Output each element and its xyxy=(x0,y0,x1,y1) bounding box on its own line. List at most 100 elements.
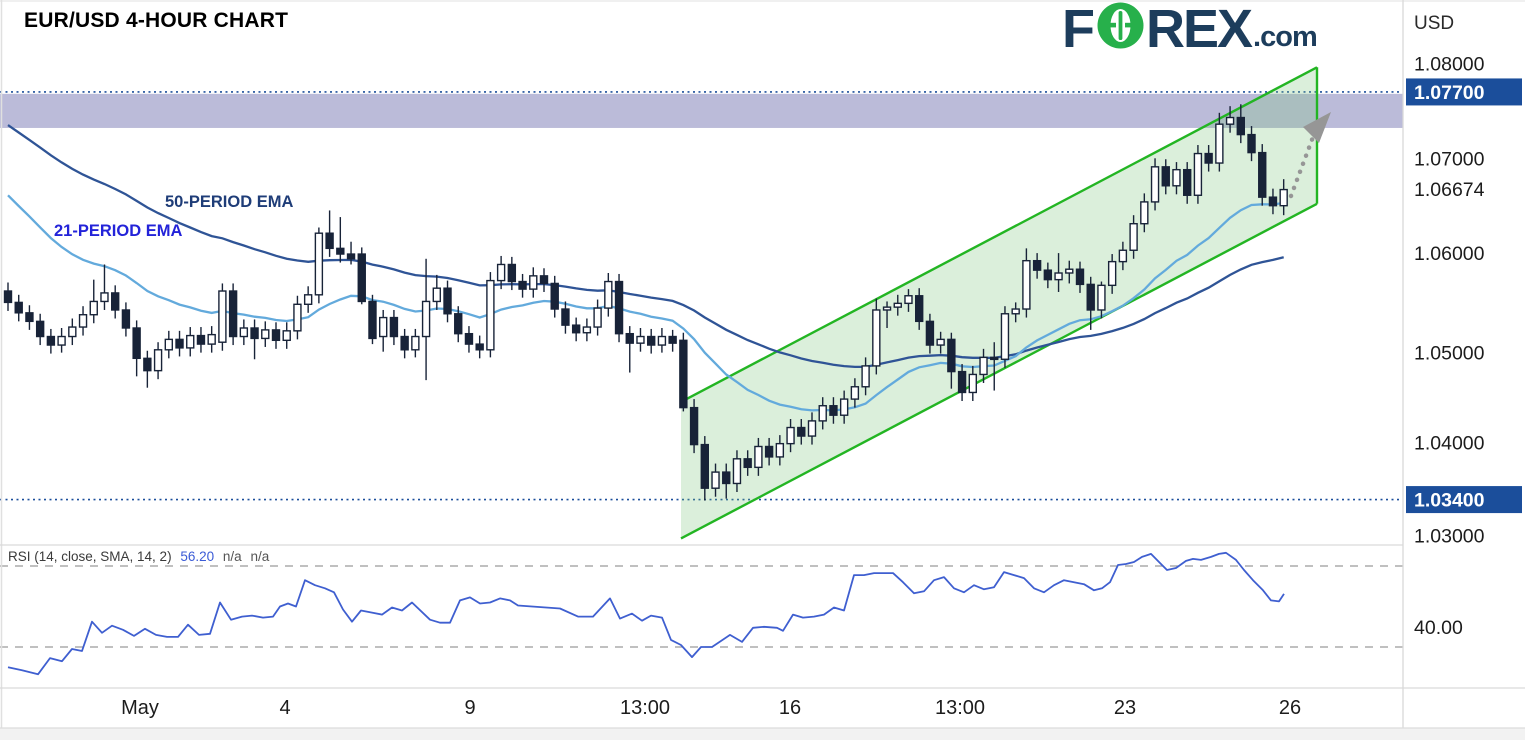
candle-body xyxy=(464,332,474,345)
candle-body xyxy=(1161,166,1170,187)
time-axis-label: 26 xyxy=(1279,697,1301,719)
candle-body xyxy=(261,329,270,340)
candle-body xyxy=(593,307,602,328)
candle-body xyxy=(764,445,774,458)
price-axis-currency: USD xyxy=(1414,13,1454,34)
candle-body xyxy=(689,406,699,446)
candle-body xyxy=(754,445,763,469)
candle-body xyxy=(1097,284,1106,311)
candle-body xyxy=(582,326,592,334)
candle-body xyxy=(314,232,324,296)
rsi-na-2: n/a xyxy=(250,549,270,564)
candle-body xyxy=(1086,283,1095,311)
candle-body xyxy=(486,279,495,351)
candle-body xyxy=(1032,259,1042,271)
candle-body xyxy=(732,458,742,485)
candle-body xyxy=(164,338,174,351)
candle-body xyxy=(839,398,849,416)
price-badge xyxy=(1406,486,1522,514)
ema21-label: 21-PERIOD EMA xyxy=(54,222,183,240)
time-axis-label: 13:00 xyxy=(620,697,670,719)
candle-body xyxy=(239,327,249,338)
rsi-legend: RSI (14, close, SMA, 14, 2) 56.20 n/a n/… xyxy=(8,549,274,564)
price-axis-label: 1.06000 xyxy=(1414,243,1485,265)
candle-body xyxy=(3,290,13,304)
candle-body xyxy=(293,303,302,332)
page-title: EUR/USD 4-HOUR CHART xyxy=(24,9,289,32)
candle-body xyxy=(57,335,66,346)
candle-body xyxy=(1011,308,1020,315)
candle-body xyxy=(775,442,785,458)
forex-com-logo: F REX .com xyxy=(1062,0,1318,60)
candle-body xyxy=(1150,166,1160,203)
candle-body xyxy=(411,335,420,351)
candle-body xyxy=(1236,116,1246,136)
price-axis-label: 1.06674 xyxy=(1414,179,1485,201)
candle-body xyxy=(904,295,913,305)
candle-body xyxy=(1140,201,1149,225)
projection-arrow-line xyxy=(1288,134,1316,199)
candle-body xyxy=(207,333,216,345)
candle-body xyxy=(250,327,259,340)
candle-body xyxy=(807,420,817,437)
candle-body xyxy=(282,330,291,342)
channel-lower-line xyxy=(680,202,1318,540)
candle-body xyxy=(1000,313,1010,360)
candle-body xyxy=(35,320,45,338)
candle-body xyxy=(153,349,163,372)
candle-body xyxy=(850,386,860,400)
price-axis-label: 1.04000 xyxy=(1414,433,1485,455)
candle-body xyxy=(882,306,892,311)
candle-body xyxy=(475,343,484,351)
time-axis-label: 23 xyxy=(1114,697,1136,719)
candle-body xyxy=(303,294,313,305)
time-axis-label: 4 xyxy=(279,697,290,719)
logo-letters-rex: REX xyxy=(1146,0,1253,60)
candle-body xyxy=(454,313,463,335)
candle-body xyxy=(647,335,656,346)
candle-body xyxy=(1215,123,1224,164)
candle-body xyxy=(1172,168,1181,187)
candle-body xyxy=(1279,188,1288,207)
candle-body xyxy=(496,263,506,282)
candle-body xyxy=(1225,116,1235,125)
price-badge-label: 1.07700 xyxy=(1414,82,1485,104)
time-axis-label: 13:00 xyxy=(935,697,985,719)
candle-body xyxy=(1107,260,1117,287)
candle-body xyxy=(711,471,720,489)
time-axis-label: 16 xyxy=(779,697,801,719)
candle-body xyxy=(1043,269,1053,281)
candle-body xyxy=(872,309,881,367)
candle-body xyxy=(722,471,731,485)
candle-body xyxy=(25,312,34,323)
candle-body xyxy=(110,292,120,311)
rsi-label: RSI (14, close, SMA, 14, 2) xyxy=(8,549,172,564)
candle-body xyxy=(507,263,517,283)
candle-body xyxy=(346,253,356,260)
candle-body xyxy=(979,356,988,376)
logo-letter-f: F xyxy=(1062,0,1095,60)
candle-body xyxy=(818,405,827,422)
candle-body xyxy=(336,247,345,255)
price-axis-label: 1.03000 xyxy=(1414,526,1485,548)
rsi-axis-label: 40.00 xyxy=(1414,617,1463,639)
candle-body xyxy=(368,300,377,340)
candle-body xyxy=(389,316,399,338)
candle-body xyxy=(1204,152,1213,164)
candle-body xyxy=(228,290,238,338)
candle-body xyxy=(1258,151,1267,198)
candle-body xyxy=(529,275,538,290)
candle-body xyxy=(46,335,56,346)
candle-body xyxy=(925,320,935,346)
candle-body xyxy=(797,426,806,437)
time-axis-label: May xyxy=(121,697,159,719)
candle-body xyxy=(561,308,570,326)
candle-body xyxy=(668,335,677,344)
channel-upper-line xyxy=(680,66,1318,403)
candle-body xyxy=(539,275,549,285)
candle-body xyxy=(571,324,581,334)
candle-body xyxy=(1118,249,1128,263)
logo-dotcom: .com xyxy=(1253,21,1318,53)
bottom-strip xyxy=(0,728,1525,740)
